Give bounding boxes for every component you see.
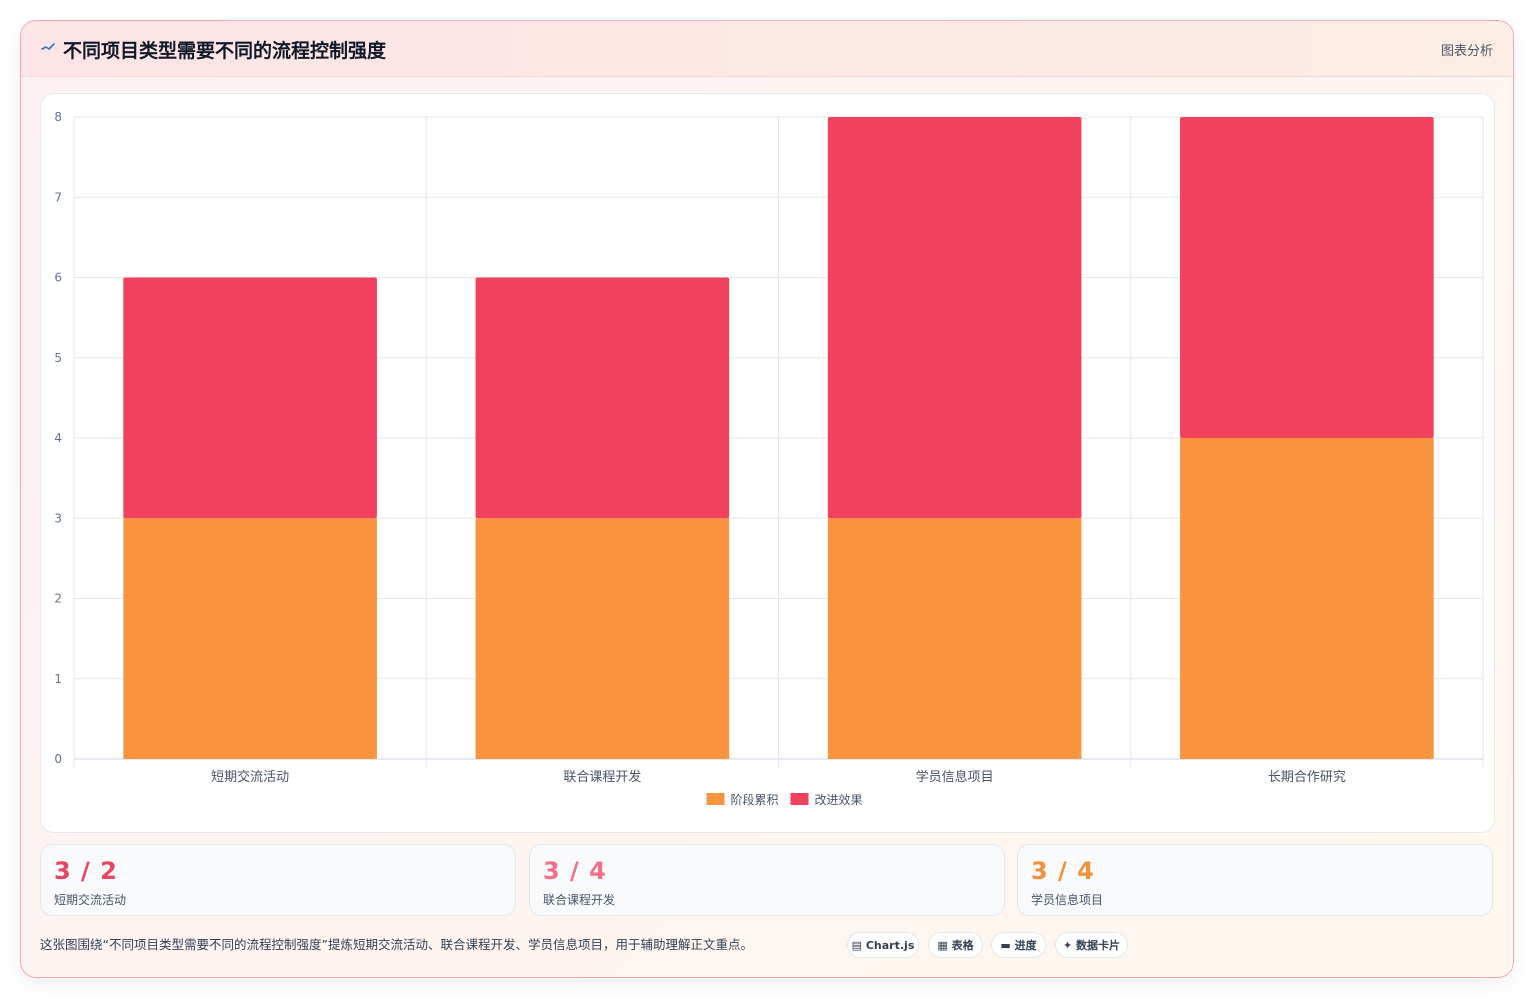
legend-swatch <box>706 793 725 805</box>
stat-value: 3 / 4 <box>543 857 607 885</box>
progress-icon: ▬ <box>1000 939 1011 952</box>
y-tick-label: 1 <box>54 672 62 686</box>
chart-container: 0 1 2 3 4 5 6 7 8 短期交流活动 联合课程开发 学员信息项目 长期合作研究阶段累积 改进效… <box>40 93 1495 833</box>
y-tick-label: 2 <box>54 592 62 606</box>
y-tick-label: 7 <box>54 190 62 204</box>
tag-label: 进度 <box>1014 939 1037 952</box>
x-tick-label: 联合课程开发 <box>563 769 641 785</box>
tag-label: Chart.js <box>865 939 915 952</box>
bar-segment <box>475 518 730 759</box>
y-tick-label: 3 <box>54 511 62 525</box>
chart-icon: ▤ <box>851 939 863 952</box>
y-tick-label: 0 <box>54 752 62 766</box>
tag-chartjs[interactable]: ▤ Chart.js <box>847 932 919 958</box>
tag-label: 数据卡片 <box>1076 939 1121 952</box>
stat-card: 3 / 4 学员信息项目 <box>1017 844 1493 916</box>
x-tick-label: 学员信息项目 <box>916 769 994 785</box>
stat-cards: 3 / 2 短期交流活动 3 / 4 联合课程开发 3 / 4 学员信息项目 <box>40 844 1495 916</box>
stat-card: 3 / 2 短期交流活动 <box>40 844 516 916</box>
stat-label: 联合课程开发 <box>543 893 616 907</box>
x-tick-label: 长期合作研究 <box>1268 770 1346 785</box>
bar-segment <box>827 518 1082 759</box>
bar-segment <box>123 277 377 519</box>
stat-value: 3 / 2 <box>54 857 118 885</box>
stat-card: 3 / 4 联合课程开发 <box>529 844 1005 916</box>
tag-table[interactable]: ▦ 表格 <box>928 932 983 958</box>
stat-value: 3 / 4 <box>1031 857 1095 885</box>
legend-label: 改进效果 <box>815 792 863 807</box>
bar-segment <box>123 518 377 759</box>
stat-label: 学员信息项目 <box>1031 893 1104 907</box>
y-tick-label: 6 <box>54 271 62 285</box>
x-tick-label: 短期交流活动 <box>211 769 289 785</box>
legend-label: 阶段累积 <box>731 792 779 807</box>
sparkle-icon: ✦ <box>1062 939 1073 952</box>
bar-segment <box>1180 438 1434 759</box>
tag-data-card[interactable]: ✦ 数据卡片 <box>1055 932 1128 958</box>
tag-label: 表格 <box>951 939 974 952</box>
y-tick-label: 5 <box>54 351 62 365</box>
sparkline-icon <box>41 43 55 50</box>
bar-segment <box>827 117 1082 519</box>
legend-swatch <box>790 793 809 805</box>
y-tick-label: 8 <box>54 110 62 124</box>
chart-caption: 这张图围绕“不同项目类型需要不同的流程控制强度”提炼短期交流活动、联合课程开发、… <box>40 937 753 952</box>
page-title: 不同项目类型需要不同的流程控制强度 <box>63 40 387 62</box>
card-header: 不同项目类型需要不同的流程控制强度 图表分析 <box>21 21 1513 77</box>
chart-analysis-button[interactable]: 图表分析 <box>1440 44 1493 59</box>
bar-segment <box>475 277 730 519</box>
bar-segment <box>1180 117 1434 438</box>
stat-label: 短期交流活动 <box>54 893 127 907</box>
chart-card: 不同项目类型需要不同的流程控制强度 图表分析 0 1 2 3 4 5 6 7 8 短期交流活动 联合… <box>20 20 1514 978</box>
y-tick-label: 4 <box>54 431 62 445</box>
tag-progress[interactable]: ▬ 进度 <box>991 932 1046 958</box>
table-icon: ▦ <box>937 939 948 952</box>
